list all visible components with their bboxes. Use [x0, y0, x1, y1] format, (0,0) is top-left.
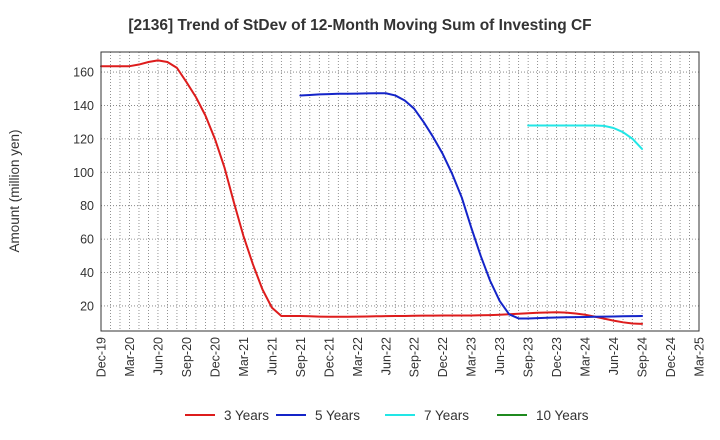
y-tick-label: 60: [80, 233, 94, 247]
x-tick-label: Mar-23: [465, 337, 479, 377]
x-tick-label: Mar-20: [123, 337, 137, 377]
plot-area: [101, 52, 699, 331]
x-tick-label: Dec-19: [95, 337, 109, 377]
x-tick-label: Sep-20: [180, 337, 194, 377]
y-tick-label: 140: [73, 99, 94, 113]
x-tick-label: Sep-22: [408, 337, 422, 377]
series-line-3-years: [100, 59, 644, 325]
x-tick-label: Dec-21: [322, 337, 336, 377]
y-tick-labels: 20 40 60 80 100 120 140 160: [73, 66, 94, 314]
y-tick-label: 40: [80, 266, 94, 280]
x-tick-label: Jun-22: [379, 337, 393, 375]
x-tick-label: Jun-21: [265, 337, 279, 375]
series-line-5-years: [299, 92, 644, 320]
x-tick-label: Dec-22: [436, 337, 450, 377]
x-tick-label: Dec-20: [208, 337, 222, 377]
series-line-7-years: [527, 124, 644, 150]
x-tick-labels: Dec-19 Mar-20 Jun-20 Sep-20 Dec-20 Mar-21 Jun-…: [95, 337, 707, 377]
legend-label: 3 Years: [224, 408, 269, 423]
x-tick-label: Sep-24: [636, 337, 650, 377]
y-tick-label: 20: [80, 299, 94, 313]
x-tick-label: Dec-23: [550, 337, 564, 377]
series-lines: [100, 59, 644, 325]
x-tick-label: Mar-21: [237, 337, 251, 377]
x-tick-label: Mar-24: [579, 337, 593, 377]
x-tick-label: Jun-23: [493, 337, 507, 375]
legend-label: 7 Years: [424, 408, 469, 423]
x-tick-label: Dec-24: [664, 337, 678, 377]
x-tick-label: Mar-25: [693, 337, 707, 377]
plot-frame: [100, 51, 700, 332]
x-tick-label: Jun-20: [151, 337, 165, 375]
x-tick-label: Sep-23: [522, 337, 536, 377]
y-tick-label: 80: [80, 199, 94, 213]
y-axis-label: Amount (million yen): [7, 129, 22, 252]
y-tick-label: 160: [73, 66, 94, 80]
x-tick-label: Mar-22: [351, 337, 365, 377]
chart-title: [2136] Trend of StDev of 12-Month Moving…: [128, 17, 591, 34]
legend: 3 Years 5 Years 7 Years 10 Years: [185, 408, 589, 423]
y-tick-label: 100: [73, 166, 94, 180]
x-tick-label: Sep-21: [294, 337, 308, 377]
legend-label: 10 Years: [536, 408, 589, 423]
legend-label: 5 Years: [315, 408, 360, 423]
x-tick-label: Jun-24: [607, 337, 621, 375]
y-tick-label: 120: [73, 132, 94, 146]
